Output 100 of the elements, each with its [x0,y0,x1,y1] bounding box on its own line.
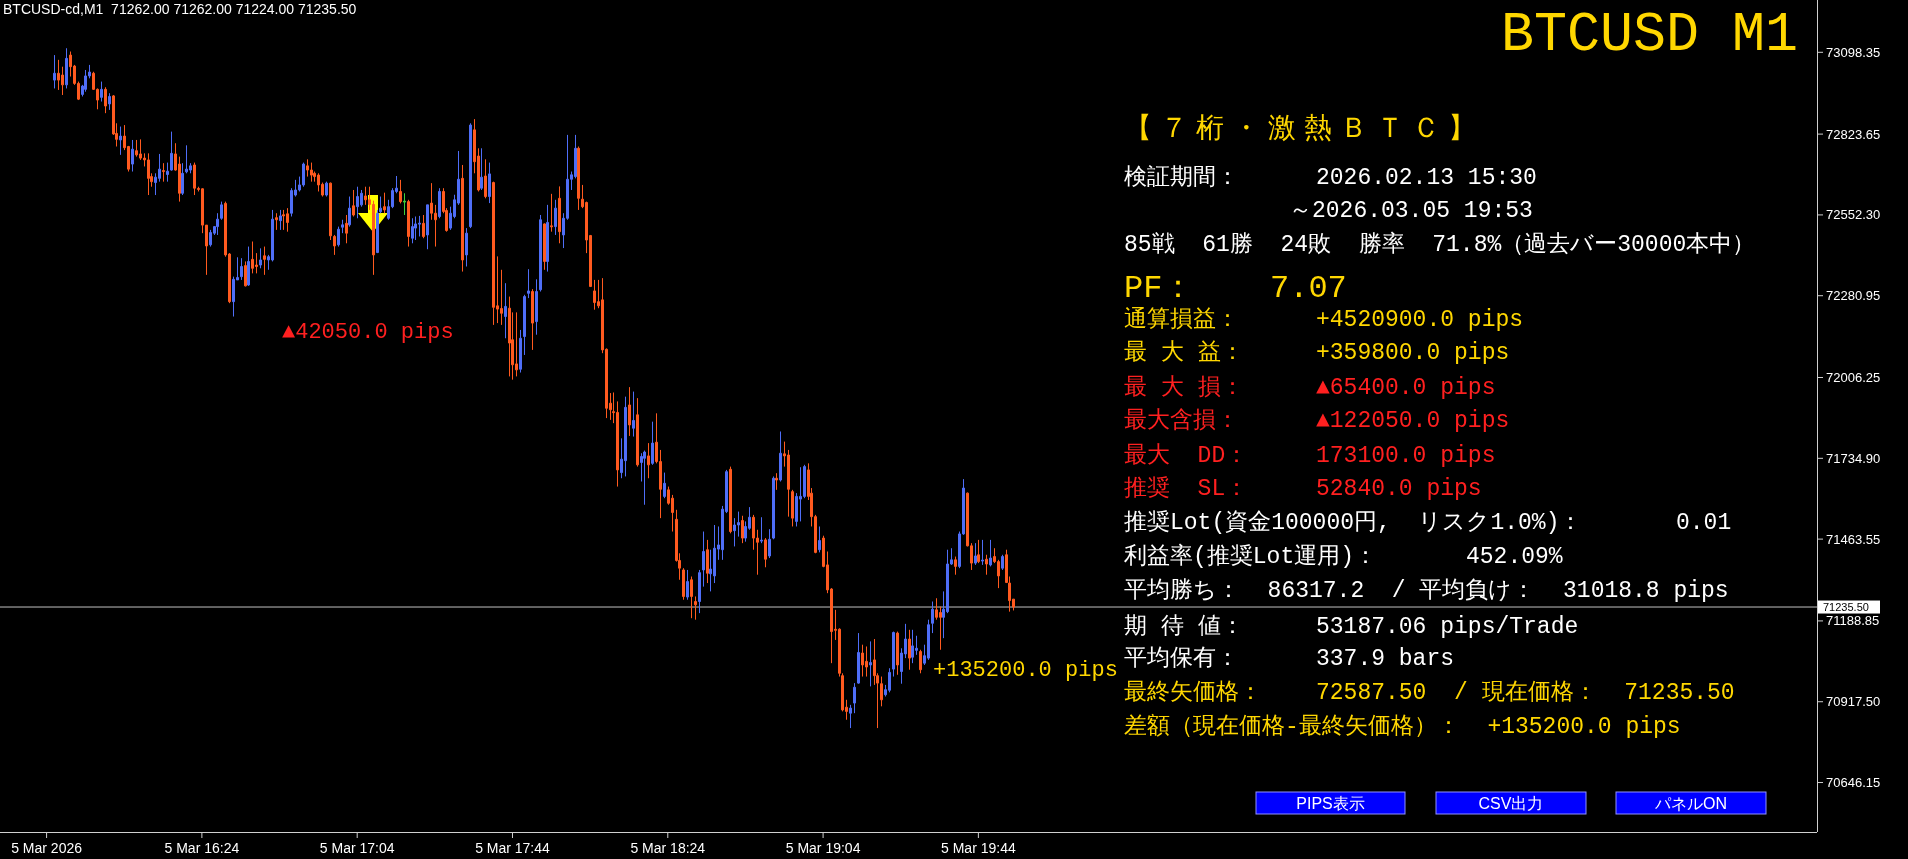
candlestick [593,279,596,311]
candlestick [741,515,744,544]
candlestick [84,69,87,93]
annotation: 差額（現在価格-最終矢価格）： +135200.0 pips [1124,713,1681,741]
candlestick [170,131,173,172]
annotation: PF： [1124,270,1195,308]
candlestick [251,241,254,274]
candlestick [760,516,763,544]
candlestick [341,219,344,234]
chart-title: BTCUSD M1 [1500,4,1798,67]
y-tick-label: 70917.50 [1826,694,1881,710]
candlestick [702,531,705,588]
chart-subtitle: BTCUSD-cd,M1 71262.00 71262.00 71224.00 71235.50 [3,1,357,17]
x-tick-label: 5 Mar 2026 [11,840,83,856]
y-tick-label: 71734.90 [1826,450,1881,466]
candlestick [682,567,685,601]
annotation: 173100.0 pips [1316,443,1496,470]
annotation: パネルON [1654,794,1727,812]
candlestick [554,199,557,236]
candlestick [302,162,305,188]
candlestick [247,246,250,287]
candlestick [329,182,332,241]
candlestick [504,282,507,339]
annotation: ▲42050.0 pips [282,319,454,345]
candlestick [286,207,289,233]
candlestick [422,214,425,239]
y-tick-label: 72552.30 [1826,207,1881,223]
candlestick [469,122,472,229]
candlestick [356,186,359,219]
candlestick [403,192,406,216]
candlestick [663,472,666,499]
candlestick [791,489,794,527]
candlestick [310,162,313,183]
candlestick [108,92,111,111]
annotation: +359800.0 pips [1316,340,1510,367]
x-tick-label: 5 Mar 18:24 [630,840,706,856]
candlestick [181,162,184,196]
candlestick [519,329,522,374]
y-tick-label: 71188.85 [1826,613,1880,629]
candlestick [768,528,771,559]
candlestick [131,139,134,173]
x-tick-label: 5 Mar 19:44 [941,840,1016,856]
candlestick [426,204,429,250]
annotation: 検証期間： [1124,164,1239,192]
candlestick [193,162,196,196]
candlestick [492,181,495,326]
candlestick [345,214,348,244]
candlestick [892,631,895,678]
candlestick [706,539,709,584]
annotation: 推奨 SL： [1124,476,1249,503]
candlestick [399,179,402,204]
candlestick [636,397,639,468]
candlestick [888,667,891,693]
candlestick [480,147,483,191]
button: CSV出力 [1435,791,1587,815]
candlestick [577,146,580,211]
candlestick [849,704,852,729]
candlestick [147,152,150,196]
candlestick [985,554,988,576]
annotation: ▲65400.0 pips [1316,375,1496,402]
x-tick-label: 5 Mar 17:44 [475,840,551,856]
candlestick [694,595,697,621]
candlestick [216,212,219,236]
candlestick [779,430,782,483]
annotation: ～2026.03.05 19:53 [1289,198,1533,225]
annotation: 72587.50 / 現在価格： 71235.50 [1316,680,1735,707]
candlestick [543,222,546,271]
candlestick [263,246,266,276]
candlestick [772,475,775,540]
candlestick [414,215,417,241]
annotation: CSV出力 [1478,794,1544,812]
candlestick [911,629,914,664]
annotation: ▲122050.0 pips [1316,408,1510,435]
candlestick [651,421,654,466]
y-tick-label: 73098.35 [1826,44,1881,60]
candlestick [535,278,538,336]
candlestick [954,556,957,576]
annotation: 337.9 bars [1316,646,1455,673]
y-tick-label: 71463.55 [1826,531,1881,547]
annotation: 7.07 [1270,270,1347,308]
candlestick [698,569,701,614]
candlestick [919,649,922,674]
annotation: 85戦 61勝 24敗 勝率 71.8%（過去バー30000本中） [1124,231,1756,259]
candlestick [57,59,60,91]
button: PIPS表示 [1255,791,1406,815]
y-tick-label: 72280.95 [1826,288,1881,304]
candlestick [1001,554,1004,571]
candlestick [515,311,518,377]
annotation: 推奨Lot(資金100000円, リスク1.0%)： [1124,510,1583,537]
annotation: 2026.02.13 15:30 [1316,165,1537,192]
annotation: 【７桁・激熱ＢＴＣ】 [1124,112,1484,145]
candlestick [523,294,526,356]
ref-line-label: 71235.50 [1823,600,1869,613]
candlestick [244,260,247,287]
candlestick [411,217,414,244]
candlestick [861,644,864,678]
candlestick [628,386,631,437]
candlestick [775,472,778,491]
candlestick [558,185,561,244]
candlestick [209,229,212,248]
